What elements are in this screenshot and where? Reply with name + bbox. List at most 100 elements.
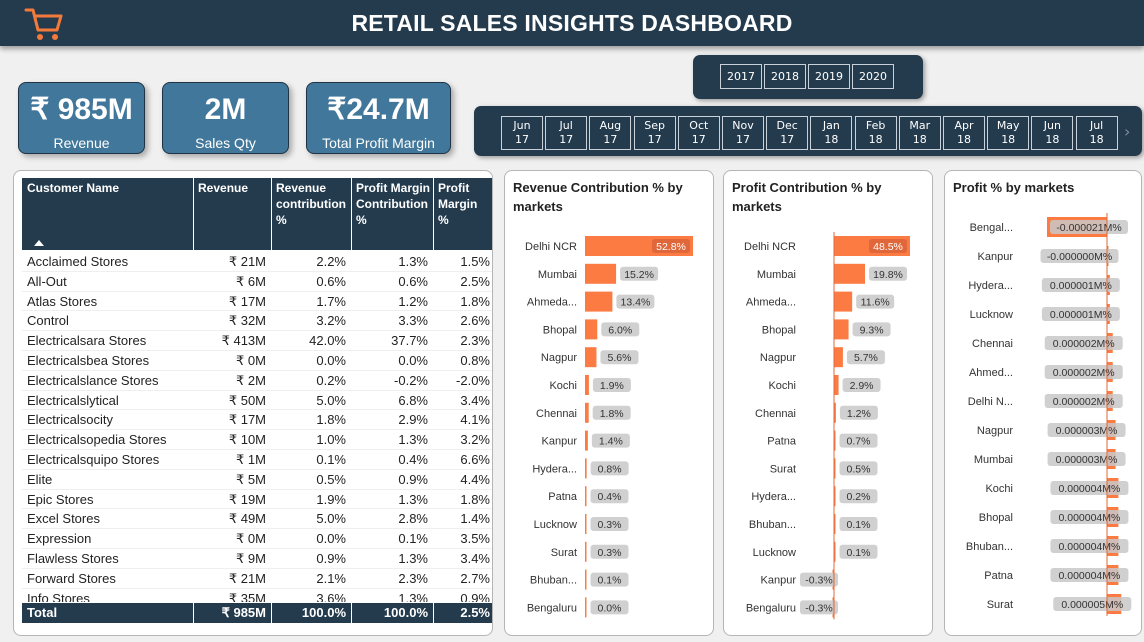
table-row[interactable]: Epic Stores ₹ 19M 1.9% 1.3% 1.8% xyxy=(22,490,492,510)
cell-customer-name: Flawless Stores xyxy=(27,550,119,566)
bar[interactable] xyxy=(585,347,597,368)
cell-revenue: ₹ 0M xyxy=(236,352,266,368)
table-row[interactable]: Electricalsquipo Stores ₹ 1M 0.1% 0.4% 6.6% xyxy=(22,450,492,470)
kpi-revenue-card[interactable]: ₹ 985M Revenue xyxy=(18,82,145,154)
month-chip[interactable]: Aug 17 xyxy=(589,116,632,150)
bar[interactable] xyxy=(834,514,836,534)
table-row[interactable]: Control ₹ 32M 3.2% 3.3% 2.6% xyxy=(22,311,492,332)
data-label-background xyxy=(1050,568,1129,582)
bar[interactable] xyxy=(585,541,587,562)
month-chip[interactable]: Sep 17 xyxy=(633,116,676,150)
bar[interactable] xyxy=(585,291,613,312)
bar[interactable] xyxy=(834,402,836,423)
data-label: 6.0% xyxy=(608,324,632,336)
bar[interactable] xyxy=(585,263,617,284)
kpi-profit-margin-label: Total Profit Margin xyxy=(322,135,435,151)
table-row[interactable]: Electricalsopedia Stores ₹ 10M 1.0% 1.3% 3.2… xyxy=(22,430,492,450)
bar[interactable] xyxy=(585,430,588,451)
table-row[interactable]: Electricalsbea Stores ₹ 0M 0.0% 0.0% 0.8% xyxy=(22,351,492,371)
table-body: Acclaimed Stores ₹ 21M 2.2% 1.3% 1.5% All-Out… xyxy=(22,252,492,602)
col-header-revenue-contribution[interactable]: Revenue contribution % xyxy=(276,181,346,227)
cell-revenue-contribution: 3.6% xyxy=(316,590,346,602)
kpi-sales-qty-card[interactable]: 2M Sales Qty xyxy=(162,82,289,154)
bar[interactable] xyxy=(585,375,589,395)
data-label-background xyxy=(869,239,907,253)
cell-profit-margin: 3.4% xyxy=(460,550,490,566)
table-row[interactable]: Info Stores ₹ 35M 3.6% 1.3% 0.9% xyxy=(22,589,492,602)
bar[interactable] xyxy=(585,597,587,618)
table-row[interactable]: Electricalsocity ₹ 17M 1.8% 2.9% 4.1% xyxy=(22,410,492,431)
bar[interactable] xyxy=(834,319,849,340)
year-chip[interactable]: 2018 xyxy=(764,64,806,89)
data-label: 0.000002M% xyxy=(1053,396,1115,408)
year-chip[interactable]: 2019 xyxy=(808,64,850,89)
table-row[interactable]: Electricalslytical ₹ 50M 5.0% 6.8% 3.4% xyxy=(22,391,492,411)
cell-profit-margin-contribution: 0.4% xyxy=(398,451,428,467)
category-label: Ahmeda... xyxy=(527,297,577,309)
bar[interactable] xyxy=(834,486,836,507)
table-row[interactable]: Forward Stores ₹ 21M 2.1% 2.3% 2.7% xyxy=(22,569,492,589)
category-label: Patna xyxy=(548,491,578,503)
year-chip[interactable]: 2020 xyxy=(852,64,894,89)
bar[interactable] xyxy=(585,514,587,534)
bar[interactable] xyxy=(585,569,587,590)
cell-customer-name: Atlas Stores xyxy=(27,293,98,309)
table-row[interactable]: Electricalsara Stores ₹ 413M 42.0% 37.7% 2.3… xyxy=(22,331,492,351)
table-row[interactable]: Flawless Stores ₹ 9M 0.9% 1.3% 3.4% xyxy=(22,549,492,569)
bar[interactable] xyxy=(834,458,836,479)
table-row[interactable]: Elite ₹ 5M 0.5% 0.9% 4.4% xyxy=(22,470,492,490)
kpi-profit-margin-card[interactable]: ₹24.7M Total Profit Margin xyxy=(306,82,451,154)
category-label: Delhi N... xyxy=(968,396,1013,408)
table-row[interactable]: Atlas Stores ₹ 17M 1.7% 1.2% 1.8% xyxy=(22,292,492,312)
chevron-right-icon[interactable]: › xyxy=(1124,122,1131,141)
month-chip[interactable]: Feb 18 xyxy=(854,116,897,150)
month-chip[interactable]: Jul 17 xyxy=(545,116,588,150)
col-header-revenue[interactable]: Revenue xyxy=(198,181,249,195)
cell-profit-margin-contribution: 1.3% xyxy=(398,550,428,566)
sort-ascending-icon[interactable] xyxy=(34,240,44,246)
table-row[interactable]: Expression ₹ 0M 0.0% 0.1% 3.5% xyxy=(22,529,492,549)
cell-revenue: ₹ 21M xyxy=(228,570,266,586)
year-slicer: 2017 2018 2019 2020 xyxy=(693,55,923,99)
month-chip[interactable]: Jun 17 xyxy=(501,116,543,150)
month-chip[interactable]: Jul 18 xyxy=(1075,116,1118,150)
month-chip[interactable]: Jun 18 xyxy=(1031,116,1074,150)
col-header-profit-margin-contribution[interactable]: Profit Margin Contribution % xyxy=(356,181,430,227)
bar[interactable] xyxy=(834,375,839,395)
bar[interactable] xyxy=(834,541,836,562)
month-chip[interactable]: Jan 18 xyxy=(810,116,853,150)
table-row[interactable]: Excel Stores ₹ 49M 5.0% 2.8% 1.4% xyxy=(22,509,492,530)
bar[interactable] xyxy=(834,263,866,284)
table-row[interactable]: Acclaimed Stores ₹ 21M 2.2% 1.3% 1.5% xyxy=(22,252,492,272)
bar[interactable] xyxy=(585,402,589,423)
month-chip[interactable]: Dec 17 xyxy=(766,116,809,150)
cell-profit-margin-contribution: 0.6% xyxy=(398,273,428,289)
data-label-background xyxy=(590,461,629,476)
table-row[interactable]: All-Out ₹ 6M 0.6% 0.6% 2.5% xyxy=(22,272,492,292)
year-chip[interactable]: 2017 xyxy=(720,64,762,89)
month-slicer: › Jun 17 Jul 17 Aug 17 Sep 17 Oct 17 Nov 17 Dec 17 Jan… xyxy=(474,106,1142,156)
cell-customer-name: Electricalsara Stores xyxy=(27,333,147,349)
page-title: RETAIL SALES INSIGHTS DASHBOARD xyxy=(351,10,793,36)
month-chip[interactable]: Oct 17 xyxy=(677,116,720,150)
cell-revenue: ₹ 0M xyxy=(236,531,266,547)
cell-revenue: ₹ 35M xyxy=(228,590,266,602)
col-header-profit-margin[interactable]: Profit Margin % xyxy=(438,181,478,227)
month-chip[interactable]: May 18 xyxy=(987,116,1030,150)
category-label: Bhopal xyxy=(543,324,577,336)
data-label: 15.2% xyxy=(624,269,654,281)
cell-revenue-contribution: 2.2% xyxy=(316,254,346,269)
month-chip[interactable]: Mar 18 xyxy=(898,116,941,150)
bar[interactable] xyxy=(585,458,587,479)
bar[interactable] xyxy=(585,486,587,507)
total-label: Total xyxy=(27,605,58,620)
month-chip[interactable]: Nov 17 xyxy=(722,116,764,150)
table-row[interactable]: Electricalslance Stores ₹ 2M 0.2% -0.2% -2.0… xyxy=(22,371,492,391)
bar[interactable] xyxy=(834,430,836,451)
col-header-customer-name[interactable]: Customer Name xyxy=(27,181,120,195)
bar[interactable] xyxy=(585,319,598,340)
bar[interactable] xyxy=(834,291,853,312)
bar[interactable] xyxy=(834,347,843,368)
data-label: 0.000003M% xyxy=(1056,425,1118,437)
month-chip[interactable]: Apr 18 xyxy=(943,116,985,150)
